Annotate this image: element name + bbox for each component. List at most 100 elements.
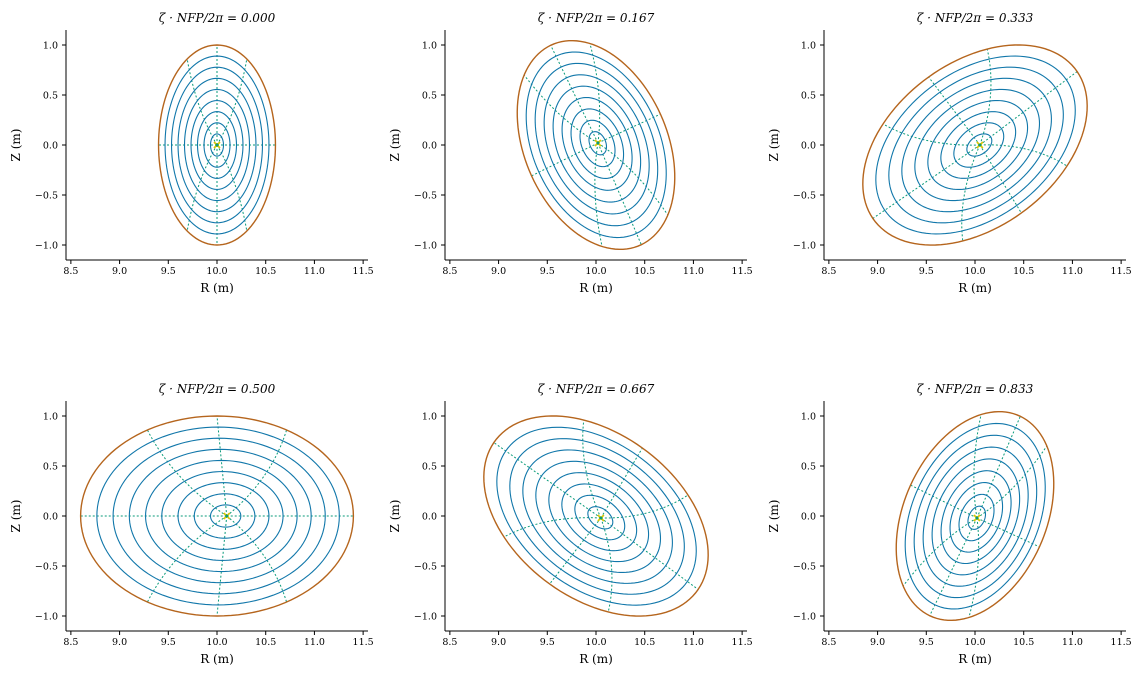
x-tick-label: 8.5 [442, 637, 457, 648]
theta-line [979, 144, 1068, 167]
x-tick-label: 10.0 [964, 266, 985, 277]
theta-line [600, 517, 699, 590]
theta-line [979, 144, 1022, 214]
magnetic-axis-dot [225, 514, 229, 518]
x-tick-label: 10.0 [585, 266, 606, 277]
x-tick-label: 8.5 [821, 266, 836, 277]
theta-line [929, 517, 978, 616]
flux-surface [561, 483, 638, 552]
boundary-surface [895, 410, 1055, 622]
flux-surface [914, 88, 1041, 202]
theta-line [216, 144, 248, 232]
x-axis-label: R (m) [579, 281, 613, 295]
x-tick-label: 11.0 [683, 637, 704, 648]
flux-surface [587, 506, 614, 530]
y-axis-label: Z (m) [9, 500, 23, 533]
flux-surface [177, 482, 270, 550]
y-tick-label: −0.5 [35, 191, 58, 202]
plot-area [516, 39, 676, 251]
boundary-surface [79, 415, 355, 617]
flux-surface [525, 51, 667, 239]
flux-surface [931, 458, 1021, 576]
x-tick-label: 9.5 [540, 266, 555, 277]
theta-line [968, 517, 980, 618]
x-tick-label: 11.0 [1062, 637, 1083, 648]
y-tick-label: −0.5 [793, 562, 816, 573]
x-tick-label: 9.5 [161, 637, 176, 648]
theta-line [493, 442, 602, 519]
y-tick-label: −0.5 [793, 191, 816, 202]
y-tick-label: 1.0 [801, 41, 816, 52]
theta-line [589, 43, 601, 144]
y-tick-label: 0.5 [43, 91, 58, 102]
flux-surface [922, 446, 1029, 587]
plot-area [483, 415, 709, 617]
y-tick-label: 0.0 [422, 141, 437, 152]
theta-line [550, 45, 599, 144]
plot-area [895, 410, 1055, 622]
y-tick-label: −1.0 [35, 612, 58, 623]
theta-line [872, 144, 981, 219]
flux-surface [543, 74, 650, 215]
x-tick-label: 9.5 [161, 266, 176, 277]
flux-surface [509, 438, 685, 595]
flux-surface [888, 66, 1064, 224]
y-tick-label: 0.5 [801, 91, 816, 102]
theta-line [216, 58, 248, 146]
y-tick-label: 0.0 [43, 141, 58, 152]
flux-surface [496, 426, 697, 606]
y-tick-label: −1.0 [793, 612, 816, 623]
theta-line [979, 48, 992, 146]
magnetic-axis-dot [978, 143, 982, 147]
x-tick-label: 9.5 [919, 637, 934, 648]
flux-surface [193, 493, 256, 539]
x-tick-label: 11.5 [732, 266, 753, 277]
x-tick-label: 10.5 [255, 637, 276, 648]
theta-line [226, 429, 288, 517]
theta-line [597, 142, 669, 216]
x-tick-label: 10.0 [585, 637, 606, 648]
theta-line [582, 420, 602, 519]
x-tick-label: 8.5 [821, 637, 836, 648]
x-axis-label: R (m) [200, 652, 234, 666]
y-axis-label: Z (m) [767, 129, 781, 162]
theta-line [146, 515, 228, 603]
flux-surface [901, 77, 1052, 213]
theta-line [600, 494, 689, 519]
y-axis-label: Z (m) [388, 129, 402, 162]
x-tick-label: 9.0 [491, 266, 506, 277]
y-tick-label: 0.0 [801, 512, 816, 523]
y-axis-label: Z (m) [388, 500, 402, 533]
flux-surface [588, 131, 608, 156]
theta-line [597, 142, 642, 245]
panel-title: ζ · NFP/2π = 0.000 [159, 11, 276, 25]
y-tick-label: 1.0 [43, 412, 58, 423]
flux-surface [535, 460, 662, 574]
y-tick-label: 0.0 [43, 512, 58, 523]
theta-line [186, 144, 218, 232]
x-tick-label: 9.5 [919, 266, 934, 277]
x-tick-label: 9.0 [870, 266, 885, 277]
theta-line [976, 445, 1048, 519]
x-tick-label: 10.0 [206, 266, 227, 277]
y-tick-label: 0.5 [422, 91, 437, 102]
theta-line [597, 113, 661, 144]
panel-title: ζ · NFP/2π = 0.833 [917, 382, 1034, 396]
boundary-surface [862, 44, 1088, 246]
flux-surface [209, 504, 242, 528]
flux-surface [579, 119, 616, 168]
x-axis-label: R (m) [579, 652, 613, 666]
flux-surface [161, 471, 284, 561]
x-tick-label: 11.5 [353, 637, 374, 648]
theta-line [910, 484, 978, 519]
x-tick-label: 10.5 [1013, 266, 1034, 277]
flux-surface [170, 66, 264, 224]
theta-line [976, 416, 1021, 519]
boundary-surface [483, 415, 709, 617]
x-tick-label: 8.5 [63, 637, 78, 648]
x-tick-label: 11.0 [304, 266, 325, 277]
flux-surface [209, 133, 225, 157]
x-tick-label: 10.5 [1013, 637, 1034, 648]
x-tick-label: 11.0 [1062, 266, 1083, 277]
